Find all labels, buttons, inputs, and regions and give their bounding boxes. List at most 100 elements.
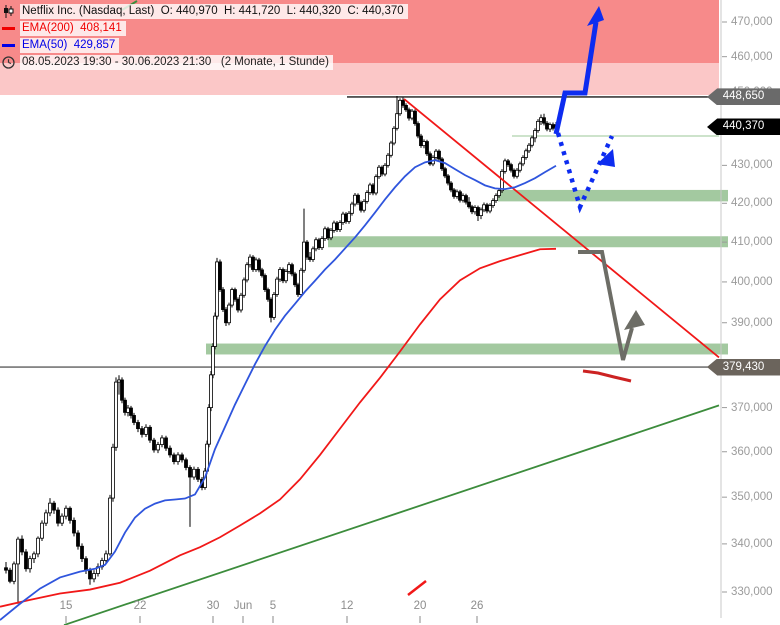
x-tick-label: Jun <box>233 600 253 612</box>
support-zone <box>498 189 728 202</box>
y-tick-label: 360,000 <box>731 445 773 458</box>
candle-body <box>347 212 351 222</box>
candle-body <box>542 117 546 124</box>
candle-body <box>275 278 279 295</box>
candle-body <box>455 191 459 197</box>
candle-body <box>533 130 537 139</box>
candle-body <box>293 273 297 286</box>
candle-body <box>168 447 172 456</box>
candle-body <box>395 113 399 129</box>
candle-body <box>111 446 115 499</box>
candle-body <box>314 239 318 250</box>
candle-body <box>467 201 471 208</box>
x-tick-label: 5 <box>269 600 277 612</box>
candle-body <box>476 207 480 217</box>
ema50-line <box>0 159 557 621</box>
candle-body <box>269 298 273 318</box>
candle-body <box>72 519 76 534</box>
candle-body <box>470 206 474 213</box>
candle-body <box>230 289 234 306</box>
candle-body <box>353 194 357 205</box>
ema50-swatch-icon <box>2 44 15 47</box>
ema200-legend[interactable]: EMA(200) 408,141 <box>2 20 408 37</box>
candle-body <box>503 160 507 172</box>
candle-body <box>509 164 513 171</box>
candle-body <box>401 99 405 106</box>
candle-body <box>368 184 372 193</box>
candle-body <box>335 222 339 231</box>
candle-body <box>305 241 309 258</box>
y-tick-label: 470,000 <box>731 16 773 28</box>
red-line-fragment <box>407 580 427 596</box>
candle-body <box>461 195 465 201</box>
candle-body <box>506 160 510 166</box>
candle-body <box>359 202 363 211</box>
candle-body <box>48 502 52 514</box>
candle-body <box>365 192 369 202</box>
x-tick-label: 15 <box>59 600 73 612</box>
ema200-line <box>0 247 557 608</box>
candle-body <box>221 289 225 310</box>
candle-body <box>196 468 200 480</box>
ema50-legend[interactable]: EMA(50) 429,857 <box>2 37 408 54</box>
y-tick-label: 420,000 <box>731 197 773 210</box>
candle-body <box>117 379 121 383</box>
candle-body <box>404 104 408 111</box>
candle-body <box>236 298 240 311</box>
chart-legend: Netflix Inc. (Nasdaq, Last) O: 440,970 H… <box>2 3 408 71</box>
y-tick-label: 390,000 <box>731 316 773 329</box>
bullish-arrowhead <box>587 6 604 26</box>
candle-body <box>452 189 456 197</box>
candle-body <box>257 259 261 271</box>
price-badge: 448,650 <box>707 88 780 106</box>
candle-body <box>156 444 160 451</box>
candle-body <box>308 256 312 260</box>
candle-body <box>434 150 438 158</box>
candle-body <box>242 279 246 296</box>
bullish-forecast-arrow <box>553 21 599 135</box>
bearish-forecast-arrow <box>578 250 634 361</box>
candle-body <box>515 169 519 177</box>
descending-trendline <box>403 98 720 359</box>
candle-body <box>380 166 384 175</box>
candle-body <box>524 150 528 158</box>
instrument-legend[interactable]: Netflix Inc. (Nasdaq, Last) O: 440,970 H… <box>2 3 408 20</box>
candle-body <box>458 191 462 201</box>
candle-body <box>239 294 243 311</box>
candle-body <box>419 135 423 147</box>
candle-body <box>464 195 468 203</box>
candle-body <box>132 415 136 423</box>
candle-body <box>192 468 196 478</box>
candle-body <box>12 563 16 582</box>
candle-body <box>320 238 324 249</box>
candle-body <box>290 264 294 275</box>
candle-body <box>329 229 333 239</box>
candle-body <box>473 207 477 213</box>
candle-body <box>8 569 12 582</box>
candle-body <box>227 304 231 324</box>
candle-body <box>317 239 321 249</box>
candle-body <box>184 459 188 468</box>
candle-body <box>108 497 112 555</box>
dotted-pullback-arrow <box>555 132 615 214</box>
candle-body <box>302 241 306 271</box>
clock-icon <box>2 56 15 69</box>
candle-body <box>338 222 342 231</box>
candle-body <box>215 261 219 317</box>
timeframe-legend[interactable]: 08.05.2023 19:30 - 30.06.2023 21:30 (2 M… <box>2 54 408 71</box>
candle-body <box>485 204 489 212</box>
candle-body <box>326 228 330 239</box>
candle-body <box>494 195 498 202</box>
x-tick-label: 30 <box>206 600 220 612</box>
candle-body <box>56 509 60 524</box>
candle-body <box>362 200 366 211</box>
y-tick-label: 410,000 <box>731 236 773 249</box>
candle-body <box>443 168 447 177</box>
candle-body <box>266 289 270 300</box>
candle-body <box>245 264 249 281</box>
candle-body <box>518 163 522 171</box>
candle-body <box>527 144 531 152</box>
candle-body <box>446 175 450 184</box>
